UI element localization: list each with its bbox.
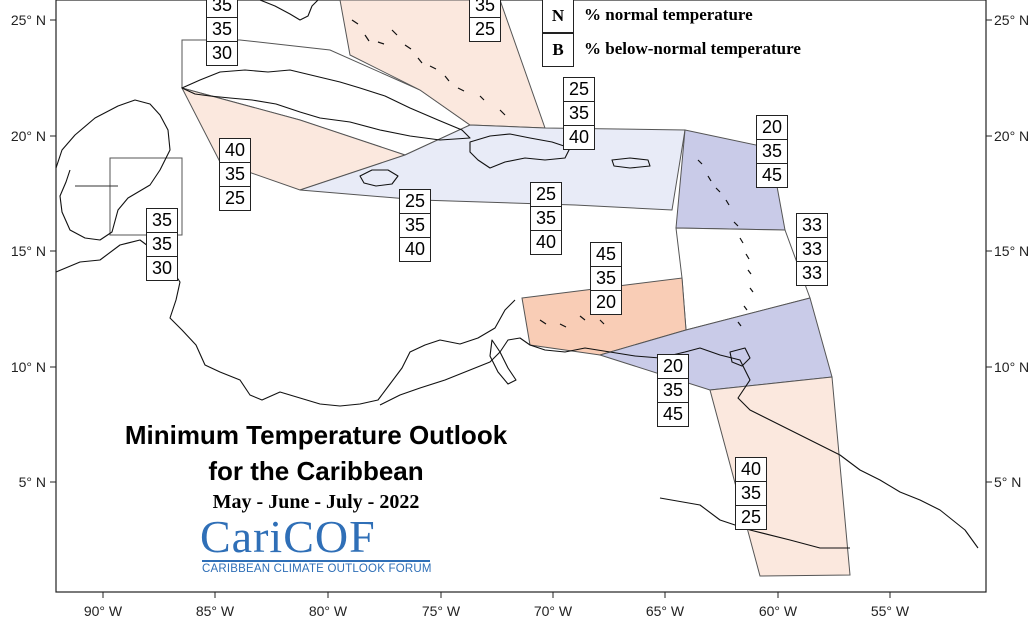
x-tick-label: 80° W <box>309 603 348 619</box>
axis-ticks <box>50 19 992 598</box>
prob-value: 35 <box>400 214 430 238</box>
prob-value: 30 <box>211 43 233 63</box>
prob-value: 33 <box>797 214 827 238</box>
island-dots <box>351 19 754 328</box>
prob-value: 40 <box>736 458 766 482</box>
prob-value: 45 <box>591 243 621 267</box>
logo-divider <box>202 560 430 562</box>
prob-value: 35 <box>658 379 688 403</box>
prob-value: 33 <box>797 238 827 262</box>
prob-value: 35 <box>591 267 621 291</box>
coastline-south-america <box>379 337 979 549</box>
prob-box-jamaica: 25 35 40 <box>399 189 431 262</box>
prob-box-belize: 35 35 30 <box>146 208 178 281</box>
y-tick-label: 15° N <box>11 243 46 259</box>
prob-box-cuba-west: 40 35 25 <box>219 138 251 211</box>
prob-value: 45 <box>761 165 783 185</box>
prob-value: 25 <box>224 188 246 208</box>
x-tick-label: 90° W <box>84 603 123 619</box>
prob-value: 25 <box>740 507 762 527</box>
caricof-logo: CariCOF CARIBBEAN CLIMATE OUTLOOK FORUM <box>200 512 434 578</box>
prob-box-hispaniola: 25 35 40 <box>530 182 562 255</box>
prob-box-windward-islands: 33 33 33 <box>796 213 828 286</box>
prob-value: 30 <box>151 258 173 278</box>
prob-box-turks-caicos: 25 35 40 <box>563 77 595 150</box>
prob-value: 25 <box>564 78 594 102</box>
logo-subtitle: CARIBBEAN CLIMATE OUTLOOK FORUM <box>202 563 432 575</box>
prob-value: 40 <box>535 232 557 252</box>
y-tick-labels-right: 25° N 20° N 15° N 10° N 5° N <box>994 12 1029 490</box>
x-tick-label: 70° W <box>534 603 573 619</box>
prob-value: 40 <box>404 239 426 259</box>
legend-label: % normal temperature <box>584 5 753 24</box>
prob-value: 35 <box>220 163 250 187</box>
legend-key: B <box>542 33 574 67</box>
legend-label: % below-normal temperature <box>584 39 801 58</box>
region-guianas <box>709 376 851 577</box>
y-tick-labels-left: 25° N 20° N 15° N 10° N 5° N <box>11 12 46 490</box>
coastline-mexico-yucatan <box>55 99 171 241</box>
map-title-line2: for the Caribbean <box>208 456 424 486</box>
prob-value: 35 <box>736 482 766 506</box>
map-title-line1: Minimum Temperature Outlook <box>124 420 508 450</box>
y-tick-label: 25° N <box>11 12 46 28</box>
x-tick-label: 55° W <box>871 603 910 619</box>
prob-box-bahamas-east: 35 25 <box>469 0 501 42</box>
prob-value: 25 <box>531 183 561 207</box>
coastline-hispaniola <box>469 133 571 169</box>
y-tick-label: 10° N <box>994 359 1029 375</box>
y-tick-label: 20° N <box>11 128 46 144</box>
prob-value: 35 <box>564 102 594 126</box>
map-period: May - June - July - 2022 <box>212 491 420 513</box>
coastline-jamaica <box>359 169 399 187</box>
coastline-cuba <box>181 69 471 141</box>
prob-value: 40 <box>220 139 250 163</box>
prob-box-bahamas-north-west: 35 35 30 <box>206 0 238 66</box>
prob-value: 40 <box>568 127 590 147</box>
y-tick-label: 5° N <box>994 474 1021 490</box>
y-tick-label: 25° N <box>994 12 1029 28</box>
y-tick-label: 20° N <box>994 128 1029 144</box>
prob-value: 25 <box>474 19 496 39</box>
prob-value: 20 <box>757 116 787 140</box>
logo-wordmark: CariCOF <box>200 511 376 562</box>
prob-value: 35 <box>531 207 561 231</box>
prob-value: 35 <box>470 0 500 18</box>
x-tick-labels: 90° W 85° W 80° W 75° W 70° W 65° W 60° … <box>84 603 910 619</box>
prob-value: 33 <box>801 263 823 283</box>
x-tick-label: 75° W <box>422 603 461 619</box>
coastline-trinidad <box>729 347 751 367</box>
prob-value: 35 <box>147 233 177 257</box>
coastline-central-america <box>55 239 516 407</box>
coastline-south-america-interior <box>659 497 850 549</box>
prob-value: 25 <box>400 190 430 214</box>
x-tick-label: 60° W <box>759 603 798 619</box>
y-tick-label: 15° N <box>994 243 1029 259</box>
prob-box-trinidad-tobago: 20 35 45 <box>657 354 689 427</box>
coastline-florida <box>259 0 319 21</box>
prob-value: 35 <box>207 0 237 18</box>
y-tick-label: 10° N <box>11 359 46 375</box>
map-frame <box>55 0 987 593</box>
region-belize <box>109 157 183 236</box>
legend-key: N <box>542 0 574 33</box>
prob-box-guianas: 40 35 25 <box>735 457 767 530</box>
prob-box-abc-islands: 45 35 20 <box>590 242 622 315</box>
prob-value: 20 <box>658 355 688 379</box>
prob-box-leeward-islands: 20 35 45 <box>756 115 788 188</box>
prob-value: 20 <box>595 292 617 312</box>
x-tick-label: 85° W <box>196 603 235 619</box>
coastline-puerto-rico <box>611 157 651 169</box>
prob-value: 45 <box>662 404 684 424</box>
coastline-venezuela-lake <box>489 339 517 385</box>
prob-value: 35 <box>757 140 787 164</box>
y-tick-label: 5° N <box>19 474 46 490</box>
prob-value: 35 <box>147 209 177 233</box>
prob-value: 35 <box>207 18 237 42</box>
x-tick-label: 65° W <box>646 603 685 619</box>
